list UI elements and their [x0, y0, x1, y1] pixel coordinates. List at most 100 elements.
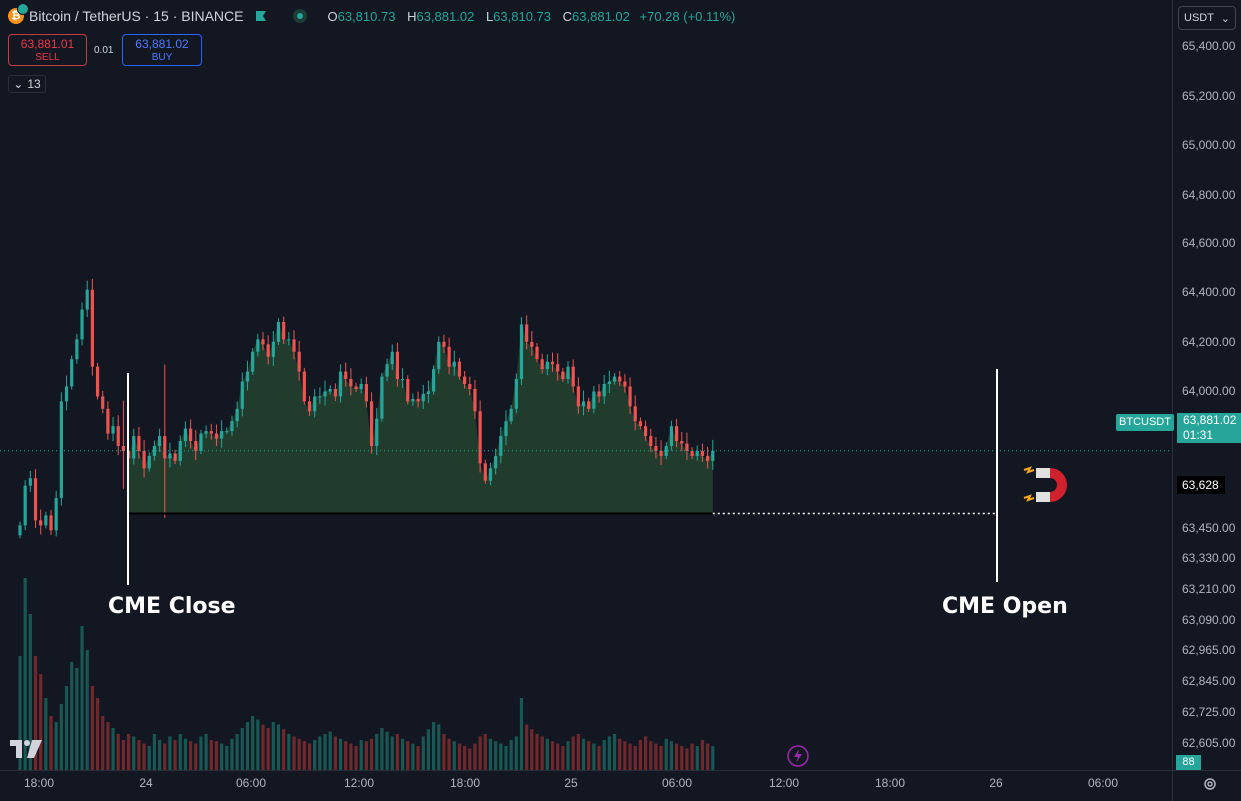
volume-bar	[220, 743, 224, 770]
sell-button[interactable]: 63,881.01 SELL	[8, 34, 87, 66]
volume-bar	[75, 668, 79, 770]
volume-bar	[442, 734, 446, 770]
candle-body	[70, 359, 74, 387]
tradingview-logo-icon[interactable]	[10, 740, 42, 758]
indicators-collapse-button[interactable]: ⌄ 13	[8, 75, 46, 93]
candle-body	[302, 371, 306, 402]
candle-body	[333, 388, 337, 397]
candle-body	[75, 339, 79, 360]
candle-body	[468, 384, 472, 389]
volume-bar	[95, 698, 100, 770]
bolt-icon[interactable]	[787, 745, 809, 767]
candle-body	[576, 386, 580, 407]
candle-body	[411, 398, 415, 402]
candle-body	[256, 339, 260, 352]
symbol-label[interactable]: Bitcoin / TetherUS · 15 · BINANCE	[29, 8, 244, 24]
volume-bar	[643, 736, 648, 770]
volume-bar	[106, 722, 110, 770]
currency-select[interactable]: USDT ⌄	[1178, 6, 1236, 30]
volume-bar	[235, 734, 239, 770]
volume-bar	[473, 743, 477, 770]
volume-bar	[437, 724, 441, 770]
volume-bar	[395, 734, 400, 770]
volume-bar	[318, 736, 322, 770]
y-tick-label: 63,330.00	[1182, 551, 1236, 565]
volume-bar	[685, 748, 689, 770]
candle-body	[157, 436, 162, 446]
spread-value: 0.01	[94, 45, 114, 56]
candle-body	[359, 384, 363, 389]
candle-body	[307, 401, 312, 412]
candle-body	[432, 369, 436, 392]
volume-bar	[369, 738, 374, 770]
live-dot-icon	[293, 9, 308, 23]
x-tick-label: 25	[564, 776, 578, 790]
y-tick-label: 64,200.00	[1182, 335, 1236, 349]
flag-icon[interactable]	[255, 10, 267, 22]
open-value: 63,810.73	[337, 8, 396, 24]
candle-body	[214, 433, 219, 439]
volume-bar	[597, 746, 601, 770]
candle-body	[643, 426, 648, 437]
candle-body	[23, 485, 27, 526]
volume-bar	[432, 722, 436, 770]
candle-body	[44, 515, 48, 526]
candle-body	[607, 381, 611, 384]
candle-body	[287, 339, 291, 341]
candle-body	[400, 379, 405, 381]
volume-bar	[638, 740, 642, 770]
y-tick-label: 64,000.00	[1182, 384, 1236, 398]
volume-bar	[323, 734, 327, 770]
candle-body	[581, 401, 586, 407]
x-tick-label: 18:00	[24, 776, 54, 790]
candle-body	[623, 381, 627, 387]
candle-body	[478, 411, 482, 464]
candle-body	[700, 450, 705, 456]
low-value: 63,810.73	[493, 8, 552, 24]
volume-bar	[690, 743, 694, 770]
y-tick-label: 65,000.00	[1182, 138, 1236, 152]
candle-body	[649, 436, 653, 446]
volume-bar	[540, 736, 544, 770]
y-tick-label: 62,605.00	[1182, 736, 1236, 750]
candle-body	[225, 431, 229, 433]
volume-bars	[18, 578, 715, 770]
candle-body	[173, 453, 177, 461]
candle-body	[261, 339, 265, 345]
volume-bar	[328, 731, 332, 770]
volume-bar	[28, 614, 32, 770]
candle-body	[638, 421, 642, 427]
volume-bar	[302, 741, 306, 770]
candle-body	[395, 351, 400, 380]
volume-bar	[385, 731, 389, 770]
buy-button[interactable]: 63,881.02 BUY	[122, 34, 202, 66]
x-tick-label: 06:00	[236, 776, 266, 790]
volume-bar	[168, 736, 172, 770]
candle-body	[550, 361, 555, 365]
candle-body	[380, 376, 384, 419]
candle-body	[545, 361, 549, 370]
y-tick-label: 63,210.00	[1182, 582, 1236, 596]
volume-bar	[33, 656, 38, 770]
chart-header: ₿ Bitcoin / TetherUS · 15 · BINANCE O63,…	[8, 3, 735, 24]
gear-icon[interactable]	[1202, 776, 1218, 792]
x-tick-label: 06:00	[1088, 776, 1118, 790]
volume-bar	[530, 729, 534, 770]
volume-bar	[101, 716, 105, 770]
candle-body	[690, 450, 694, 456]
candle-body	[509, 408, 513, 422]
volume-bar	[189, 741, 193, 770]
cme-close-label: CME Close	[108, 594, 236, 619]
candle-body	[504, 421, 508, 437]
candle-body	[711, 450, 715, 461]
candle-body	[266, 344, 270, 357]
candle-body	[28, 478, 32, 486]
candle-body	[426, 391, 431, 394]
candle-body	[421, 393, 425, 402]
volume-bar	[152, 734, 157, 770]
candle-body	[271, 341, 275, 357]
candle-body	[194, 441, 198, 451]
volume-bar	[612, 734, 617, 770]
